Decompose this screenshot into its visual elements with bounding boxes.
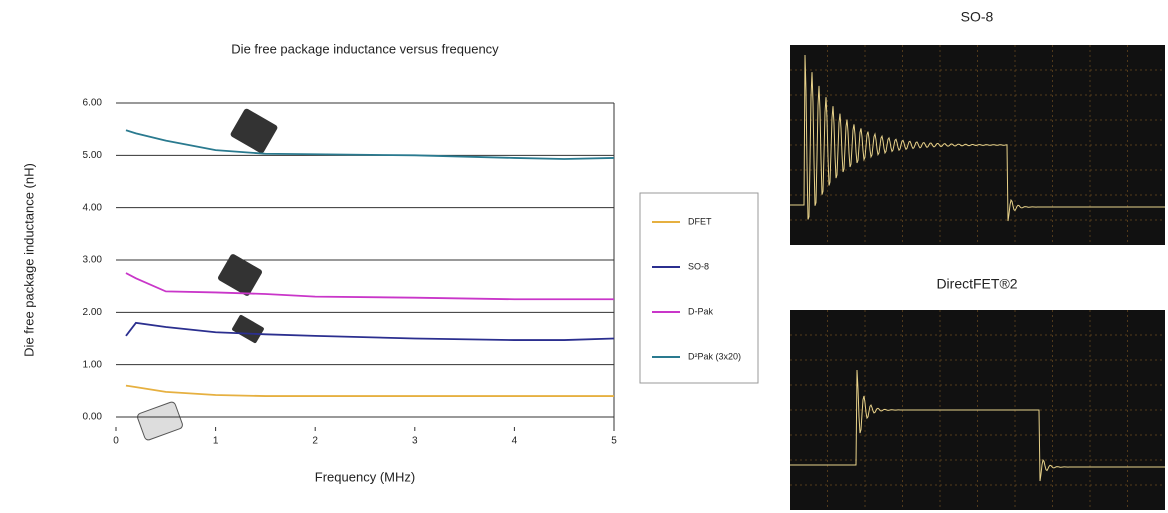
- x-axis-label: Frequency (MHz): [315, 469, 415, 484]
- y-tick-label: 2.00: [83, 307, 103, 318]
- series-line: [125, 321, 615, 341]
- x-tick-label: 3: [412, 436, 418, 447]
- waveform: [790, 369, 1165, 482]
- y-axis-label: Die free package inductance (nH): [21, 163, 36, 357]
- legend-label: SO-8: [688, 261, 709, 271]
- scope-title: SO-8: [961, 9, 994, 25]
- series-line: [125, 129, 615, 160]
- legend-box: [639, 192, 759, 384]
- scope-title: DirectFET®2: [936, 276, 1017, 292]
- x-tick-label: 4: [512, 436, 518, 447]
- y-tick-label: 1.00: [83, 359, 103, 370]
- package-icon: [137, 108, 278, 441]
- y-tick-label: 4.00: [83, 202, 103, 213]
- series-line: [125, 272, 614, 301]
- y-tick-label: 6.00: [83, 98, 103, 109]
- waveform: [790, 54, 1165, 222]
- x-tick-label: 0: [113, 436, 119, 447]
- y-tick-label: 0.00: [83, 412, 103, 423]
- legend-label: D-Pak: [688, 306, 714, 316]
- chart-title: Die free package inductance versus frequ…: [231, 41, 499, 56]
- x-tick-label: 5: [611, 436, 617, 447]
- legend-label: D²Pak (3x20): [688, 351, 741, 361]
- x-tick-label: 2: [312, 436, 318, 447]
- x-tick-label: 1: [213, 436, 219, 447]
- series-line: [125, 384, 614, 397]
- legend-label: DFET: [688, 216, 712, 226]
- y-tick-label: 3.00: [83, 255, 103, 266]
- y-tick-label: 5.00: [83, 150, 103, 161]
